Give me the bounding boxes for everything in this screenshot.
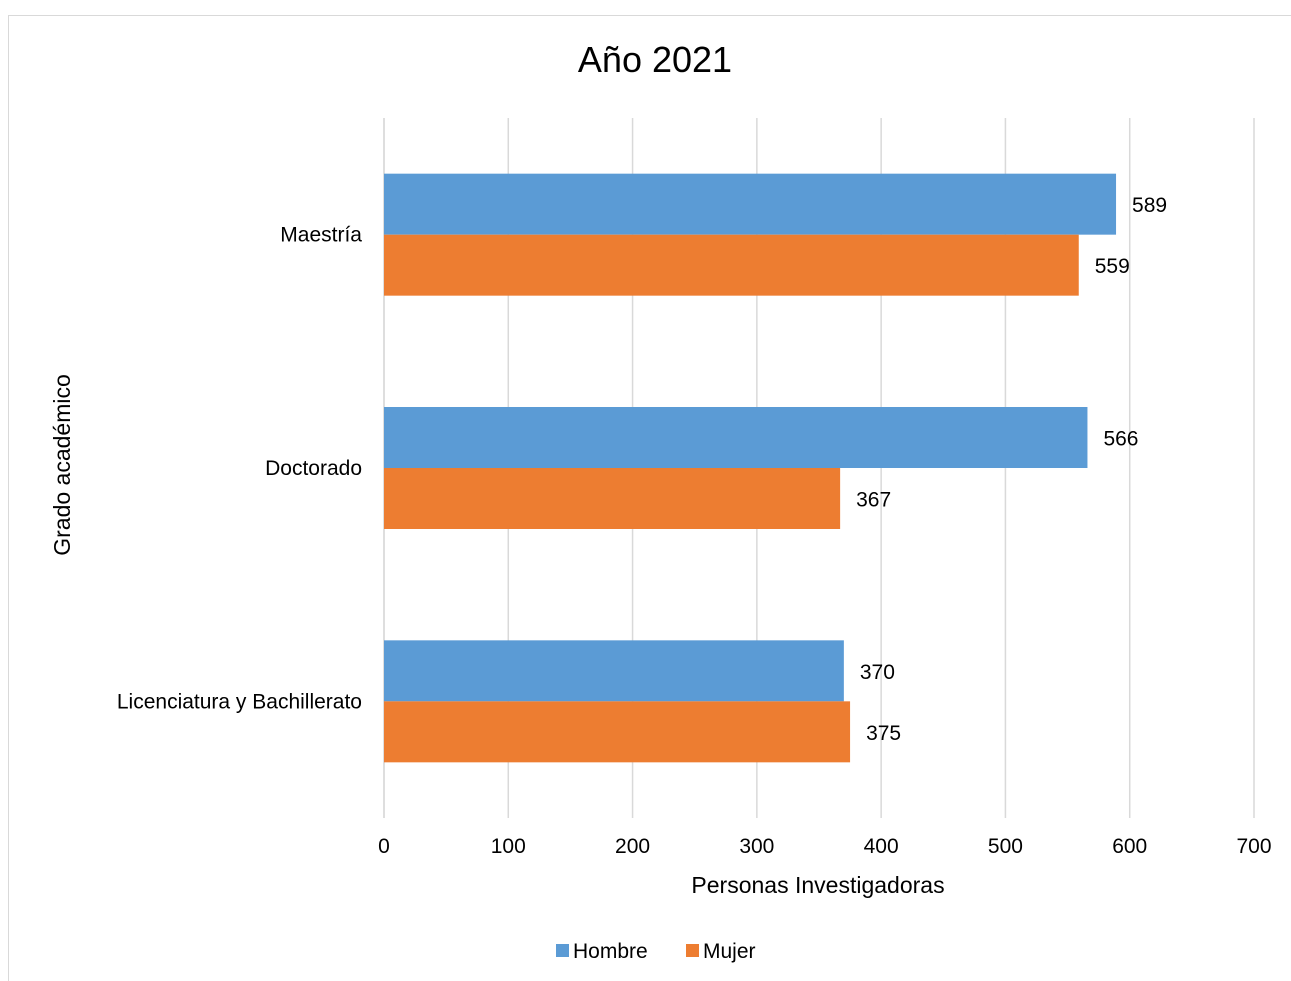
x-tick-label: 700 (1236, 835, 1271, 858)
data-label: 367 (856, 489, 891, 512)
bar-hombre (384, 407, 1088, 468)
bar-hombre (384, 640, 844, 702)
legend-label: Mujer (703, 940, 756, 963)
y-axis-title: Grado académico (49, 374, 75, 556)
data-label: 566 (1103, 428, 1138, 451)
x-tick-label: 200 (615, 835, 650, 858)
x-tick-label: 400 (864, 835, 899, 858)
x-tick-label: 100 (491, 835, 526, 858)
bar-mujer (384, 468, 841, 529)
category-label: Licenciatura y Bachillerato (117, 690, 362, 713)
x-tick-labels: 0 100 200 300 400 500 600 700 (378, 835, 1271, 858)
bar-hombre (384, 173, 1117, 235)
category-label: Maestría (280, 224, 362, 247)
category-label: Doctorado (265, 457, 362, 480)
legend: Hombre Mujer (556, 940, 756, 963)
chart-title: Año 2021 (578, 39, 732, 80)
x-axis-title: Personas Investigadoras (691, 872, 944, 898)
legend-swatch-mujer (686, 944, 699, 957)
legend-label: Hombre (573, 940, 648, 963)
data-label: 559 (1095, 255, 1130, 278)
bar-mujer (384, 701, 851, 763)
data-labels: 589 559 566 367 370 375 (856, 194, 1167, 745)
data-label: 370 (860, 661, 895, 684)
bars (384, 173, 1117, 763)
category-labels: Maestría Doctorado Licenciatura y Bachille… (117, 224, 362, 714)
data-label: 375 (866, 722, 901, 745)
x-tick-label: 300 (739, 835, 774, 858)
x-tick-label: 600 (1112, 835, 1147, 858)
x-tick-label: 500 (988, 835, 1023, 858)
data-label: 589 (1132, 194, 1167, 217)
bar-mujer (384, 234, 1079, 296)
x-tick-label: 0 (378, 835, 390, 858)
legend-swatch-hombre (556, 944, 569, 957)
